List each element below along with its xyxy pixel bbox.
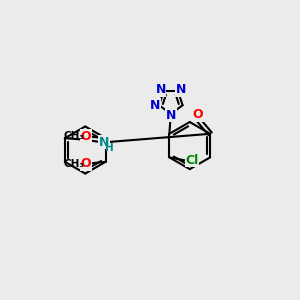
Text: N: N — [155, 83, 166, 96]
Text: O: O — [81, 130, 91, 143]
Text: O: O — [81, 157, 91, 170]
Text: Cl: Cl — [185, 154, 199, 167]
Text: H: H — [105, 143, 114, 153]
Text: CH₃: CH₃ — [64, 158, 85, 169]
Text: N: N — [150, 99, 161, 112]
Text: N: N — [98, 136, 109, 148]
Text: CH₃: CH₃ — [64, 131, 85, 142]
Text: O: O — [193, 108, 203, 121]
Text: N: N — [176, 83, 186, 96]
Text: N: N — [166, 109, 176, 122]
